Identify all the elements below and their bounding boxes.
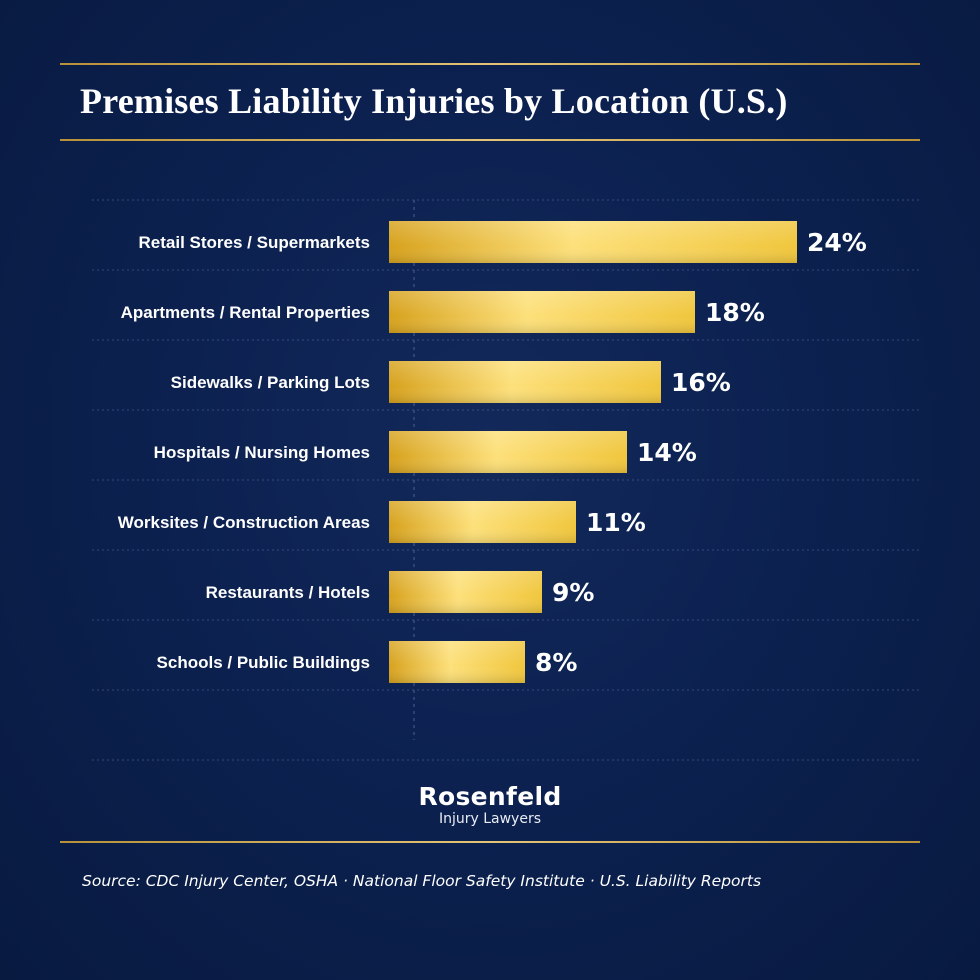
bar-highlight [389,501,576,543]
chart-title: Premises Liability Injuries by Location … [80,81,788,121]
logo: Rosenfeld Injury Lawyers [380,782,600,828]
value-label: 24% [807,228,867,257]
category-label: Worksites / Construction Areas [118,513,370,532]
footer-gold-rule [60,841,920,843]
category-label: Restaurants / Hotels [206,583,370,602]
value-label: 14% [637,438,697,467]
bar-highlight [389,641,525,683]
bar-chart: Retail Stores / Supermarkets 24% Apartment… [92,199,920,761]
title-underline-rule [60,139,920,141]
value-label: 11% [586,508,646,537]
top-gold-rule [60,63,920,65]
logo-name: Rosenfeld [418,782,562,811]
category-label: Sidewalks / Parking Lots [171,373,370,392]
bar-highlight [389,221,797,263]
value-label: 9% [552,578,594,607]
category-label: Retail Stores / Supermarkets [139,233,370,252]
category-label: Hospitals / Nursing Homes [154,443,370,462]
category-label: Schools / Public Buildings [157,653,370,672]
value-label: 8% [535,648,577,677]
bar-highlight [389,361,661,403]
bar-highlight [389,431,627,473]
category-label: Apartments / Rental Properties [121,303,370,322]
source-note: Source: CDC Injury Center, OSHA · Nation… [82,872,762,890]
bar-highlight [389,571,542,613]
bar-highlight [389,291,695,333]
value-label: 16% [671,368,731,397]
logo-subtitle: Injury Lawyers [438,811,542,827]
value-label: 18% [705,298,765,327]
